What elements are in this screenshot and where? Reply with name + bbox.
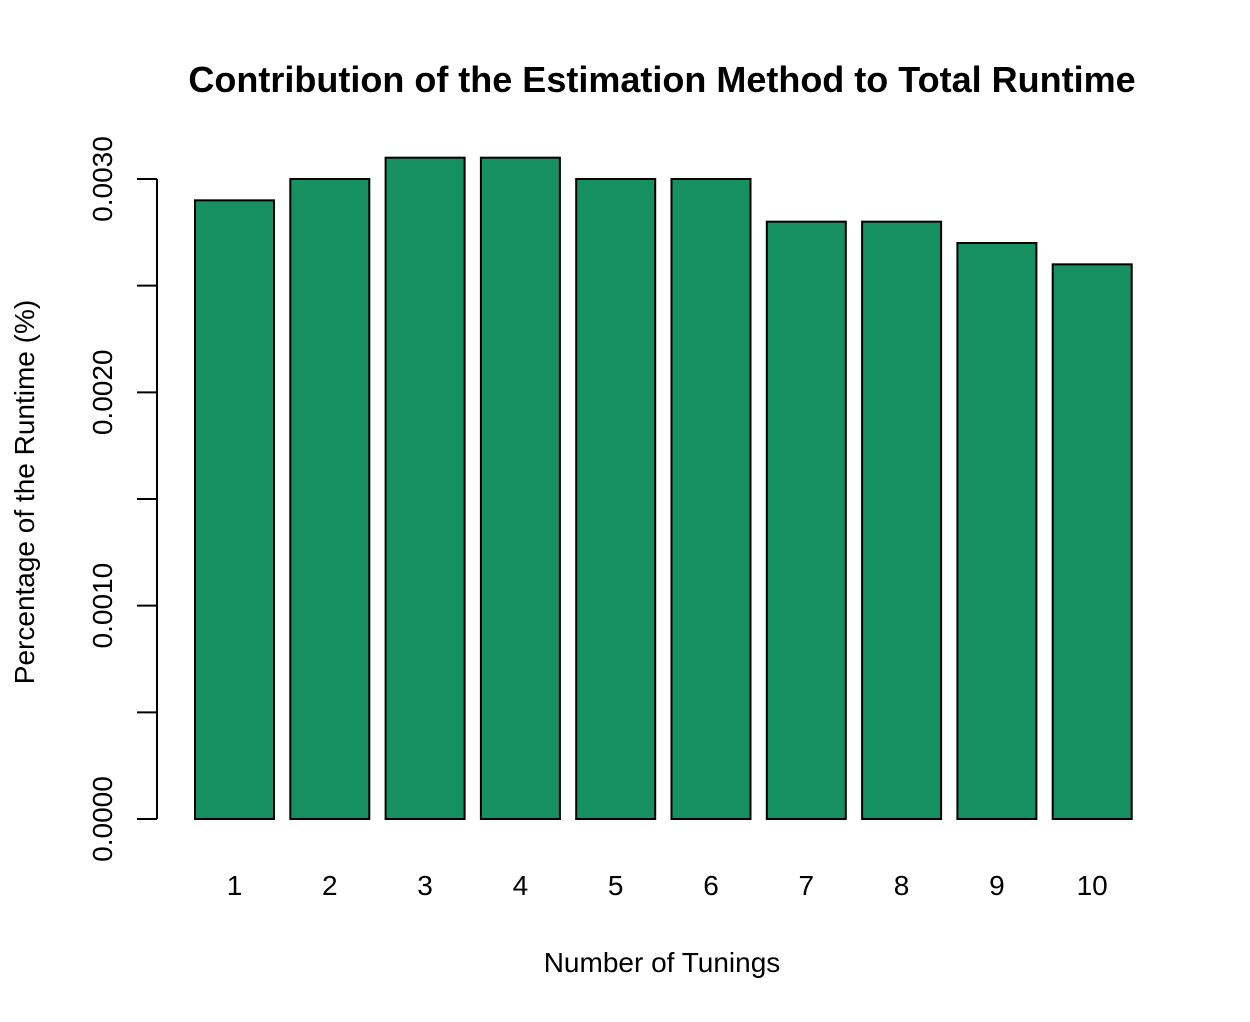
x-tick-label: 4 [513,870,529,901]
y-tick-label: 0.0030 [87,136,118,222]
bar [289,178,371,820]
x-tick-label: 10 [1077,870,1108,901]
y-tick-label: 0.0010 [87,563,118,649]
y-axis-label: Percentage of the Runtime (%) [9,300,40,684]
bar [765,220,847,820]
x-tick-label: 7 [799,870,815,901]
bar [384,156,466,820]
y-tick-label: 0.0000 [87,776,118,862]
x-tick-label: 2 [322,870,338,901]
bars [194,156,1133,821]
y-axis: 0.0000 0.0010 0.0020 0.0030 [87,136,158,862]
x-tick-label: 9 [989,870,1005,901]
x-tick-label: 1 [227,870,243,901]
bar [1051,263,1133,821]
x-tick-labels: 1 2 3 4 5 6 7 8 9 10 [227,870,1108,901]
bar [956,242,1038,820]
x-tick-label: 5 [608,870,624,901]
bar [670,178,752,820]
x-axis-label: Number of Tunings [544,947,781,978]
bar [861,220,943,820]
bar [575,178,657,820]
x-tick-label: 3 [417,870,433,901]
y-tick-label: 0.0020 [87,350,118,436]
bar [479,156,561,820]
chart-title: Contribution of the Estimation Method to… [188,59,1135,100]
x-tick-label: 8 [894,870,910,901]
x-tick-label: 6 [703,870,719,901]
bar [194,199,275,821]
